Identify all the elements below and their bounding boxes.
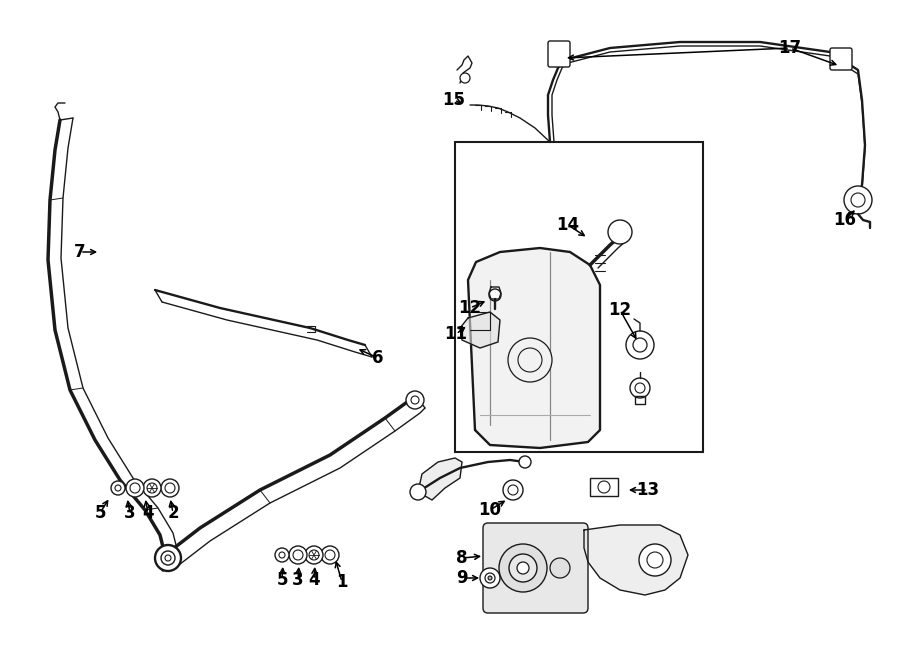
Bar — [455, 142, 703, 452]
Text: 6: 6 — [373, 349, 383, 367]
Circle shape — [143, 479, 161, 497]
Polygon shape — [418, 458, 462, 500]
Text: 7: 7 — [74, 243, 86, 261]
Text: 4: 4 — [308, 571, 320, 589]
Circle shape — [851, 193, 865, 207]
Circle shape — [480, 568, 500, 588]
Circle shape — [155, 545, 181, 571]
Circle shape — [406, 391, 424, 409]
Circle shape — [289, 546, 307, 564]
Circle shape — [518, 348, 542, 372]
Circle shape — [519, 456, 531, 468]
Circle shape — [647, 552, 663, 568]
Circle shape — [275, 548, 289, 562]
Circle shape — [517, 562, 529, 574]
Text: 16: 16 — [833, 211, 857, 229]
Text: 9: 9 — [456, 569, 468, 587]
Text: 17: 17 — [778, 39, 802, 57]
FancyBboxPatch shape — [830, 48, 852, 70]
FancyBboxPatch shape — [548, 41, 570, 67]
Circle shape — [508, 338, 552, 382]
Text: 3: 3 — [292, 571, 304, 589]
Circle shape — [165, 483, 175, 493]
Circle shape — [111, 481, 125, 495]
Text: 4: 4 — [142, 504, 154, 522]
FancyBboxPatch shape — [483, 523, 588, 613]
Text: 12: 12 — [458, 299, 482, 317]
Circle shape — [161, 479, 179, 497]
Circle shape — [325, 550, 335, 560]
Circle shape — [126, 479, 144, 497]
Circle shape — [503, 480, 523, 500]
Polygon shape — [584, 525, 688, 595]
Text: 1: 1 — [337, 573, 347, 591]
Text: 3: 3 — [124, 504, 136, 522]
Circle shape — [639, 544, 671, 576]
Circle shape — [321, 546, 339, 564]
Circle shape — [147, 483, 157, 493]
Circle shape — [309, 550, 319, 560]
Circle shape — [411, 396, 419, 404]
Circle shape — [630, 378, 650, 398]
Text: 8: 8 — [456, 549, 468, 567]
Text: 11: 11 — [445, 325, 467, 343]
Text: 15: 15 — [443, 91, 465, 109]
Polygon shape — [460, 312, 500, 348]
Text: 5: 5 — [94, 504, 106, 522]
Circle shape — [844, 186, 872, 214]
Circle shape — [509, 554, 537, 582]
Circle shape — [161, 551, 175, 565]
Circle shape — [279, 552, 285, 558]
Text: 5: 5 — [276, 571, 288, 589]
Circle shape — [598, 481, 610, 493]
Text: 2: 2 — [167, 504, 179, 522]
Text: 10: 10 — [479, 501, 501, 519]
Circle shape — [165, 555, 171, 561]
Circle shape — [485, 573, 495, 583]
Text: 12: 12 — [608, 301, 632, 319]
Circle shape — [508, 485, 518, 495]
Circle shape — [608, 220, 632, 244]
Text: 14: 14 — [556, 216, 580, 234]
Circle shape — [305, 546, 323, 564]
Circle shape — [635, 383, 645, 393]
Circle shape — [626, 331, 654, 359]
Polygon shape — [468, 248, 600, 448]
Circle shape — [499, 544, 547, 592]
Circle shape — [460, 73, 470, 83]
Circle shape — [115, 485, 121, 491]
Bar — [590, 478, 618, 496]
Circle shape — [488, 576, 492, 580]
Circle shape — [489, 289, 501, 301]
Circle shape — [550, 558, 570, 578]
Circle shape — [633, 338, 647, 352]
Text: 13: 13 — [636, 481, 660, 499]
Circle shape — [410, 484, 426, 500]
